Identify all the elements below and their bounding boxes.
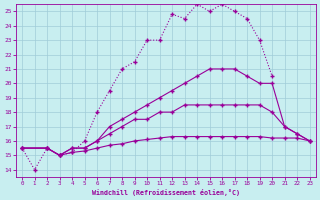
X-axis label: Windchill (Refroidissement éolien,°C): Windchill (Refroidissement éolien,°C) — [92, 189, 240, 196]
